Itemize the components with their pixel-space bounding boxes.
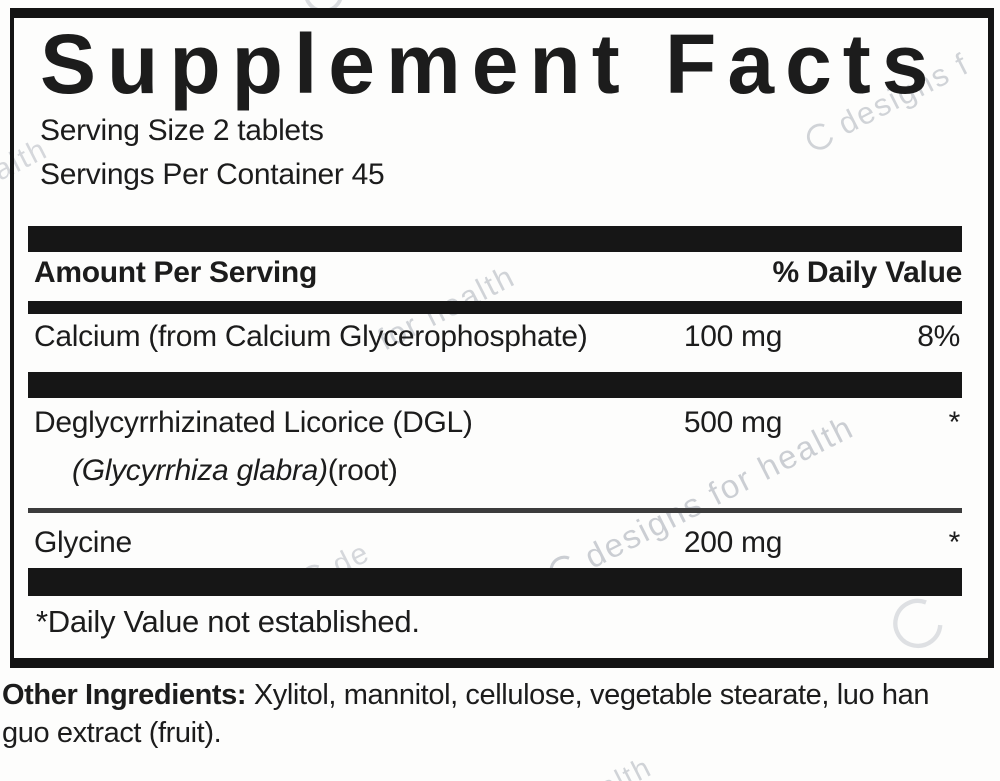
watermark: alth [594, 751, 658, 781]
designs-for-health-logo-icon [799, 117, 839, 157]
separator-bar [28, 226, 962, 252]
ingredient-botanical-name: (Glycyrrhiza glabra)(root) [72, 454, 398, 487]
other-ingredients-text-line2: guo extract (fruit). [2, 717, 222, 750]
table-row: Deglycyrrhizinated Licorice (DGL) 500 mg… [28, 406, 962, 440]
daily-value-header: % Daily Value [772, 256, 962, 289]
designs-for-health-logo-icon [292, 0, 354, 25]
amount-per-serving-header: Amount Per Serving [34, 256, 317, 289]
table-row: Glycine 200 mg * [28, 526, 962, 560]
table-row: Calcium (from Calcium Glycerophosphate) … [28, 320, 962, 354]
table-header-row: Amount Per Serving % Daily Value [28, 256, 962, 290]
separator-bar [28, 372, 962, 398]
ingredient-name: Deglycyrrhizinated Licorice (DGL) [34, 406, 473, 439]
watermark [292, 0, 354, 25]
ingredient-daily-value: * [948, 406, 961, 439]
other-ingredients: Other Ingredients: Xylitol, mannitol, ce… [2, 676, 998, 753]
ingredient-amount: 100 mg [683, 320, 783, 353]
separator-line [28, 508, 962, 513]
separator-bar [28, 301, 962, 314]
other-ingredients-label: Other Ingredients: [2, 679, 254, 711]
watermark: designs f [798, 46, 975, 160]
serving-size: Serving Size 2 tablets [40, 114, 324, 147]
ingredient-amount: 200 mg [683, 526, 783, 559]
designs-for-health-logo-icon [878, 586, 956, 664]
ingredient-daily-value: * [948, 526, 961, 559]
panel-title: Supplement Facts [40, 17, 940, 111]
servings-per-container: Servings Per Container 45 [40, 158, 385, 191]
ingredient-daily-value: 8% [917, 320, 960, 353]
ingredient-name: Glycine [34, 526, 132, 559]
watermark-text: alth [594, 751, 658, 781]
ingredient-name: Calcium (from Calcium Glycerophosphate) [34, 320, 588, 353]
other-ingredients-text-line1: Xylitol, mannitol, cellulose, vegetable … [253, 679, 930, 711]
daily-value-footnote: *Daily Value not established. [36, 604, 420, 639]
supplement-facts-panel [10, 8, 994, 668]
ingredient-amount: 500 mg [683, 406, 783, 439]
separator-bar [28, 568, 962, 596]
